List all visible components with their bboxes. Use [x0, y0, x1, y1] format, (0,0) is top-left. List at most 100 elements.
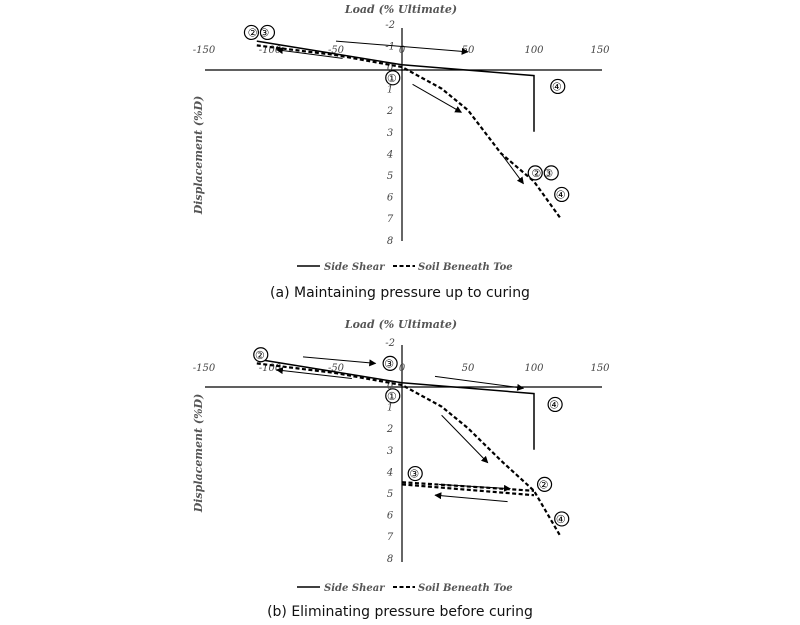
y-tick-label: 1 — [387, 403, 393, 414]
series-side-shear-line — [256, 40, 535, 132]
y-tick-label: 3 — [387, 446, 393, 457]
annotation-circle — [259, 24, 276, 41]
chart-a: Load (% Ultimate) Displacement (%D) -150… — [192, 3, 610, 301]
x-tick-label: 100 — [524, 363, 544, 374]
annotation-label: ② — [255, 349, 267, 362]
series-side-shear-line — [256, 358, 535, 450]
annotation-marker: ②③ — [243, 24, 276, 41]
legend-side-shear-label: Side Shear — [324, 262, 385, 273]
x-tick-label: -100 — [259, 363, 282, 374]
y-tick-label: -2 — [385, 20, 395, 31]
chart-b: Load (% Ultimate) Displacement (%D) -150… — [192, 318, 610, 620]
y-tick-label: 4 — [386, 149, 393, 160]
x-tick-label: 0 — [399, 363, 406, 374]
annotation-label: ④ — [556, 513, 568, 526]
series-soil-beneath-toe-line — [401, 483, 535, 497]
annotation-marker: ④ — [547, 396, 563, 413]
series-soil-beneath-toe-line — [256, 44, 562, 219]
annotation-marker: ④ — [550, 78, 566, 95]
annotation-label: ① — [387, 72, 399, 85]
x-tick-label: 150 — [590, 363, 610, 374]
x-tick-label: -150 — [193, 45, 216, 56]
x-tick-label: 0 — [399, 45, 406, 56]
chart-b-y-axis-title: Displacement (%D) — [192, 394, 205, 514]
direction-arrow — [302, 356, 377, 367]
y-tick-label: 2 — [386, 106, 393, 117]
y-tick-label: 7 — [387, 532, 394, 543]
annotation-circle — [527, 165, 543, 181]
legend-side-shear-label: Side Shear — [324, 583, 385, 594]
annotation-circle — [554, 511, 570, 527]
series-soil-beneath-toe-line — [256, 362, 562, 537]
caption-a: (a) Maintaining pressure up to curing — [270, 285, 530, 301]
chart-a-y-axis-title: Displacement (%D) — [192, 96, 205, 216]
annotation-circle — [550, 78, 566, 95]
annotation-label: ④ — [556, 188, 568, 201]
annotation-circle — [253, 347, 269, 363]
y-tick-label: 3 — [387, 128, 393, 139]
annotation-marker: ② — [253, 347, 269, 363]
y-tick-label: -2 — [385, 338, 395, 349]
x-tick-label: -50 — [328, 363, 345, 374]
annotation-circle — [554, 186, 570, 203]
y-tick-label: 0 — [387, 63, 394, 74]
y-tick-label: 4 — [386, 467, 393, 478]
y-tick-label: 8 — [387, 554, 393, 565]
annotation-circle — [385, 70, 401, 86]
annotation-circle — [382, 355, 398, 371]
direction-arrow — [335, 40, 469, 55]
annotation-marker: ① — [385, 388, 401, 404]
annotation-label: ② — [539, 478, 551, 491]
annotation-marker: ② — [536, 476, 553, 492]
chart-b-x-axis-title: Load (% Ultimate) — [344, 318, 457, 331]
direction-arrow — [412, 83, 463, 113]
annotation-circle — [543, 165, 559, 181]
y-tick-label: 5 — [387, 489, 393, 500]
direction-arrow — [500, 153, 524, 185]
direction-arrow — [434, 492, 508, 503]
annotation-circle — [536, 476, 553, 492]
legend-soil-beneath-toe-label: Soil Beneath Toe — [418, 583, 513, 594]
annotation-circle — [243, 24, 260, 41]
chart-b-legend: Side Shear Soil Beneath Toe — [297, 583, 513, 594]
y-tick-label: 1 — [387, 85, 393, 96]
direction-arrow — [275, 367, 352, 380]
annotation-label: ④ — [552, 80, 564, 93]
annotation-label: ②③ — [248, 26, 272, 39]
annotation-circle — [385, 388, 401, 404]
direction-arrow — [275, 47, 343, 59]
annotation-marker: ④ — [554, 186, 570, 203]
annotation-marker: ③ — [382, 355, 398, 371]
x-tick-label: 50 — [462, 45, 475, 56]
y-tick-label: 7 — [387, 214, 394, 225]
y-tick-label: 2 — [386, 424, 393, 435]
y-tick-label: 6 — [387, 511, 394, 522]
y-tick-label: 8 — [387, 236, 393, 247]
annotation-label: ②③ — [531, 167, 555, 180]
annotation-label: ④ — [549, 398, 561, 411]
chart-a-x-axis-title: Load (% Ultimate) — [344, 3, 457, 16]
y-tick-label: 0 — [387, 381, 394, 392]
x-tick-label: -50 — [328, 45, 345, 56]
x-tick-label: -150 — [193, 363, 216, 374]
x-tick-label: 150 — [590, 45, 610, 56]
y-tick-label: 5 — [387, 171, 393, 182]
annotation-marker: ③ — [407, 465, 423, 482]
annotation-marker: ④ — [554, 511, 570, 527]
annotation-label: ① — [387, 390, 399, 403]
annotation-circle — [407, 465, 423, 482]
x-tick-label: -100 — [259, 45, 282, 56]
annotation-marker: ②③ — [527, 165, 559, 181]
y-tick-label: 6 — [387, 193, 394, 204]
annotation-circle — [547, 396, 563, 413]
chart-a-legend: Side Shear Soil Beneath Toe — [297, 262, 513, 273]
direction-arrow — [434, 375, 525, 391]
x-tick-label: 50 — [462, 363, 475, 374]
caption-b: (b) Eliminating pressure before curing — [267, 604, 533, 620]
y-tick-label: -1 — [385, 41, 395, 52]
x-tick-label: 100 — [524, 45, 544, 56]
annotation-label: ③ — [409, 468, 421, 481]
legend-soil-beneath-toe-label: Soil Beneath Toe — [418, 262, 513, 273]
annotation-label: ③ — [384, 357, 396, 370]
